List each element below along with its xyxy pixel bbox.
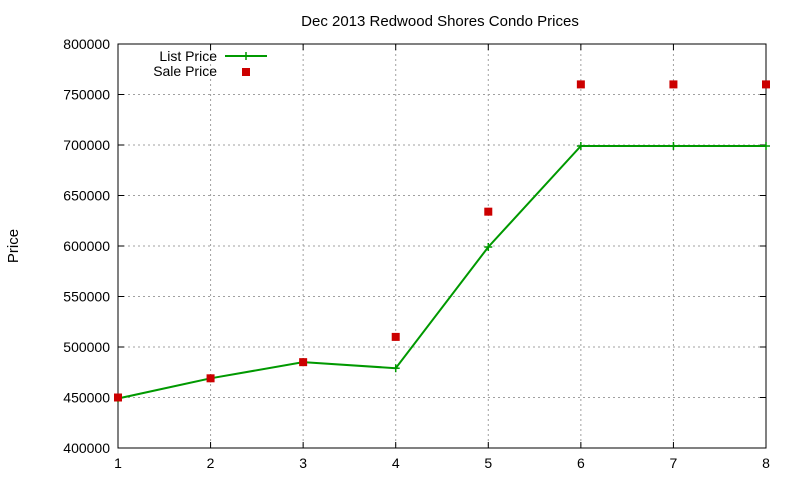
y-tick: 600000 <box>63 238 766 254</box>
y-tick-label: 700000 <box>63 137 110 153</box>
y-tick-label: 500000 <box>63 339 110 355</box>
series-layer <box>114 80 770 403</box>
x-tick-label: 5 <box>484 455 492 471</box>
y-tick-label: 400000 <box>63 440 110 456</box>
legend-swatch-sale-price <box>242 68 250 76</box>
axis-ticks: 1 2 3 4 5 6 7 8 400000 450000 500000 550000 600000 65… <box>63 36 770 471</box>
chart-title: Dec 2013 Redwood Shores Condo Prices <box>301 13 579 30</box>
y-tick: 750000 <box>63 87 766 103</box>
x-tick-label: 3 <box>299 455 307 471</box>
legend-label-list-price: List Price <box>159 48 217 64</box>
y-tick-label: 800000 <box>63 36 110 52</box>
x-tick-label: 1 <box>114 455 122 471</box>
list-price-line <box>117 145 766 400</box>
list-price-point <box>669 142 678 151</box>
list-price-point <box>762 142 770 151</box>
sale-price-point <box>299 358 308 367</box>
legend: List Price Sale Price <box>153 48 267 79</box>
x-tick: 2 <box>207 44 215 471</box>
sale-price-point <box>762 80 770 89</box>
x-tick: 6 <box>577 44 585 471</box>
y-tick: 700000 <box>63 137 766 153</box>
x-tick-label: 7 <box>670 455 678 471</box>
x-tick-label: 4 <box>392 455 400 471</box>
sale-price-point <box>206 374 215 383</box>
sale-price-point <box>576 80 585 89</box>
y-tick: 500000 <box>63 339 766 355</box>
x-tick: 4 <box>392 44 400 471</box>
y-tick-label: 550000 <box>63 289 110 305</box>
y-tick: 650000 <box>63 188 766 204</box>
x-tick: 3 <box>299 44 307 471</box>
y-tick-label: 650000 <box>63 188 110 204</box>
x-tick-label: 8 <box>762 455 770 471</box>
x-tick-label: 2 <box>207 455 215 471</box>
sale-price-point <box>391 332 400 341</box>
list-price-point <box>484 243 493 252</box>
legend-label-sale-price: Sale Price <box>153 63 217 79</box>
y-axis-label: Price <box>5 229 22 263</box>
grid <box>118 44 766 448</box>
plot-frame <box>117 43 767 449</box>
list-price-point <box>576 142 585 151</box>
y-tick-label: 750000 <box>63 87 110 103</box>
y-tick-label: 600000 <box>63 238 110 254</box>
x-tick: 5 <box>484 44 492 471</box>
y-tick-label: 450000 <box>63 390 110 406</box>
sale-price-point <box>114 393 122 402</box>
sale-price-point <box>669 80 678 89</box>
list-price-point <box>391 364 400 373</box>
x-tick: 7 <box>670 44 678 471</box>
sale-price-point <box>484 207 493 216</box>
x-tick-label: 6 <box>577 455 585 471</box>
y-tick: 550000 <box>63 289 766 305</box>
